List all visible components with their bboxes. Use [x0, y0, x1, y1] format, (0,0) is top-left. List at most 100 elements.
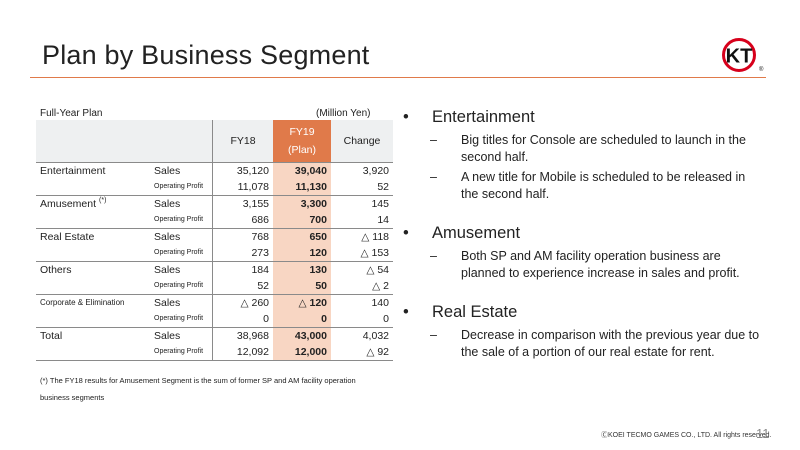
dash-icon: – [430, 170, 437, 184]
fy19-value: 700 [273, 212, 331, 229]
table-row: Operating Profit 52 50 △ 2 [36, 278, 393, 295]
table-header-row: FY18 FY19 (Plan) Change [36, 120, 393, 163]
table-row-total: Total Sales 38,968 43,000 4,032 [36, 327, 393, 344]
fy18-value: 0 [263, 313, 269, 325]
segment-label: Entertainment [36, 162, 150, 179]
item-label: Operating Profit [150, 311, 213, 328]
fy18-value: 768 [212, 228, 273, 245]
change-value: 14 [377, 214, 389, 226]
bullet-amusement: • Amusement [403, 224, 521, 242]
footnote-line: (*) The FY18 results for Amusement Segme… [40, 376, 356, 385]
fy19-value: 3,300 [273, 195, 331, 212]
header-change: Change [331, 120, 393, 163]
fy18-value: △ 260 [212, 294, 273, 311]
page-number: 11 [756, 426, 770, 441]
header-fy18: FY18 [212, 120, 273, 163]
fy18-value: 52 [257, 280, 269, 292]
item-label: Operating Profit [150, 212, 213, 229]
change-value: △ 92 [331, 344, 393, 361]
change-value: △ 153 [360, 247, 389, 259]
footnote-marker: (*) [99, 197, 107, 204]
table-row: Operating Profit 273 120 △ 153 [36, 245, 393, 262]
change-value: 3,920 [331, 162, 393, 179]
fy19-value: 43,000 [273, 327, 331, 344]
fy18-value: 184 [212, 261, 273, 278]
header-blank [36, 120, 150, 163]
header-fy19-plan: (Plan) [287, 144, 316, 156]
item-label: Operating Profit [150, 278, 213, 295]
fy18-value: 3,155 [212, 195, 273, 212]
fy18-value: 686 [251, 214, 269, 226]
bullet-dot-icon: • [403, 224, 409, 242]
segment-label: Corporate & Elimination [36, 294, 150, 311]
fy18-value: 35,120 [212, 162, 273, 179]
fy19-value: 50 [273, 278, 331, 295]
segment-label: Total [36, 327, 150, 344]
plan-table: FY18 FY19 (Plan) Change Entertainment Sa… [36, 120, 393, 361]
sub-bullet: – Big titles for Console are scheduled to… [430, 133, 746, 164]
table-row: Operating Profit 11,078 11,130 52 [36, 179, 393, 196]
sub-bullet: – A new title for Mobile is scheduled to … [430, 170, 746, 201]
fy19-value: 12,000 [273, 344, 331, 361]
table-row: Operating Profit 0 0 0 [36, 311, 393, 328]
item-label: Operating Profit [150, 179, 213, 196]
item-label: Sales [150, 261, 213, 278]
change-value: 140 [331, 294, 393, 311]
item-label: Sales [150, 294, 213, 311]
change-value: 145 [331, 195, 393, 212]
change-value: △ 54 [331, 261, 393, 278]
header-blank [150, 120, 213, 163]
fy19-value: △ 120 [273, 294, 331, 311]
fy18-value: 12,092 [212, 344, 273, 361]
change-value: △ 118 [331, 228, 393, 245]
logo-registered-mark: ® [759, 66, 764, 72]
table-row: Real Estate Sales 768 650 △ 118 [36, 228, 393, 245]
fy19-value: 130 [273, 261, 331, 278]
fy19-value: 11,130 [273, 179, 331, 196]
item-label: Sales [150, 195, 213, 212]
fy19-value: 0 [273, 311, 331, 328]
fy19-value: 120 [273, 245, 331, 262]
fy19-value: 39,040 [273, 162, 331, 179]
bullet-dot-icon: • [403, 303, 409, 321]
bullet-dot-icon: • [403, 108, 409, 126]
table-footnote: (*) The FY18 results for Amusement Segme… [40, 372, 380, 406]
segment-label: Real Estate [36, 228, 150, 245]
sub-bullet: – Decrease in comparison with the previou… [430, 328, 760, 359]
table-row: Corporate & Elimination Sales △ 260 △ 12… [36, 294, 393, 311]
commentary-list: • Entertainment – Big titles for Console a… [403, 108, 763, 364]
item-label: Sales [150, 162, 213, 179]
table-row: Entertainment Sales 35,120 39,040 3,920 [36, 162, 393, 179]
change-value: △ 2 [372, 280, 389, 292]
footnote-line: business segments [40, 393, 105, 402]
bullet-real-estate: • Real Estate [403, 303, 518, 321]
table-caption: Full-Year Plan [40, 108, 103, 119]
header-fy19-year: FY19 [289, 126, 315, 138]
segment-label: Amusement (*) [36, 195, 150, 212]
table-row: Amusement (*) Sales 3,155 3,300 145 [36, 195, 393, 212]
fy18-value: 11,078 [237, 181, 269, 193]
change-value: 4,032 [331, 327, 393, 344]
segment-label: Others [36, 261, 150, 278]
table-row: Others Sales 184 130 △ 54 [36, 261, 393, 278]
table-unit: (Million Yen) [316, 108, 371, 119]
header-fy19: FY19 (Plan) [273, 120, 331, 163]
page-title: Plan by Business Segment [42, 40, 370, 70]
table-row: Operating Profit 686 700 14 [36, 212, 393, 229]
item-label: Operating Profit [150, 344, 213, 361]
fy18-value: 38,968 [212, 327, 273, 344]
item-label: Operating Profit [150, 245, 213, 262]
sub-bullet: – Both SP and AM facility operation busin… [430, 249, 740, 280]
fy19-value: 650 [273, 228, 331, 245]
logo-text: KT [726, 46, 753, 68]
item-label: Sales [150, 228, 213, 245]
fy18-value: 273 [251, 247, 269, 259]
title-divider [30, 77, 766, 78]
change-value: 0 [383, 313, 389, 325]
item-label: Sales [150, 327, 213, 344]
koei-tecmo-logo: KT ® [722, 38, 764, 72]
bullet-entertainment: • Entertainment [403, 108, 535, 126]
dash-icon: – [430, 328, 437, 342]
table-row-total: Operating Profit 12,092 12,000 △ 92 [36, 344, 393, 361]
dash-icon: – [430, 133, 437, 147]
